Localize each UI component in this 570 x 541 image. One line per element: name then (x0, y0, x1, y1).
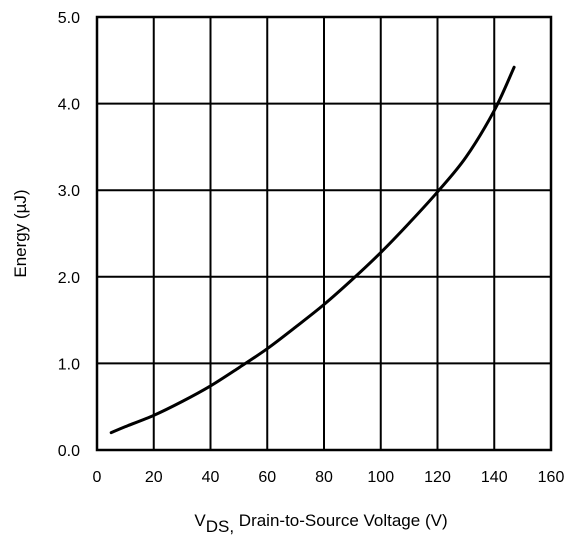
x-tick-label: 20 (145, 469, 163, 486)
y-tick-label: 4.0 (58, 97, 80, 114)
x-axis-label-subscript: DS, (206, 517, 234, 536)
x-axis-label-rest: Drain-to-Source Voltage (V) (234, 511, 448, 530)
x-axis-label-main: V (194, 511, 206, 530)
y-axis-tick-labels: 0.0 1.0 2.0 3.0 4.0 5.0 (58, 10, 80, 460)
x-tick-label: 40 (202, 469, 220, 486)
x-tick-label: 140 (481, 469, 508, 486)
y-axis-label: Energy (µJ) (11, 189, 30, 277)
x-tick-label: 80 (315, 469, 333, 486)
grid-lines (97, 17, 551, 450)
energy-curve-series-0 (109, 65, 516, 435)
x-tick-label: 120 (424, 469, 451, 486)
x-axis-label: VDS, Drain-to-Source Voltage (V) (194, 511, 447, 536)
y-tick-label: 0.0 (58, 443, 80, 460)
series-layer (109, 65, 516, 435)
x-tick-label: 60 (258, 469, 276, 486)
y-tick-label: 2.0 (58, 270, 80, 287)
x-axis-tick-labels: 0 20 40 60 80 100 120 140 160 (93, 469, 565, 486)
y-tick-label: 3.0 (58, 183, 80, 200)
x-tick-label: 0 (93, 469, 102, 486)
x-tick-label: 160 (538, 469, 565, 486)
y-tick-label: 1.0 (58, 356, 80, 373)
x-tick-label: 100 (367, 469, 394, 486)
plot-area-frame (95, 15, 553, 452)
y-tick-label: 5.0 (58, 10, 80, 27)
